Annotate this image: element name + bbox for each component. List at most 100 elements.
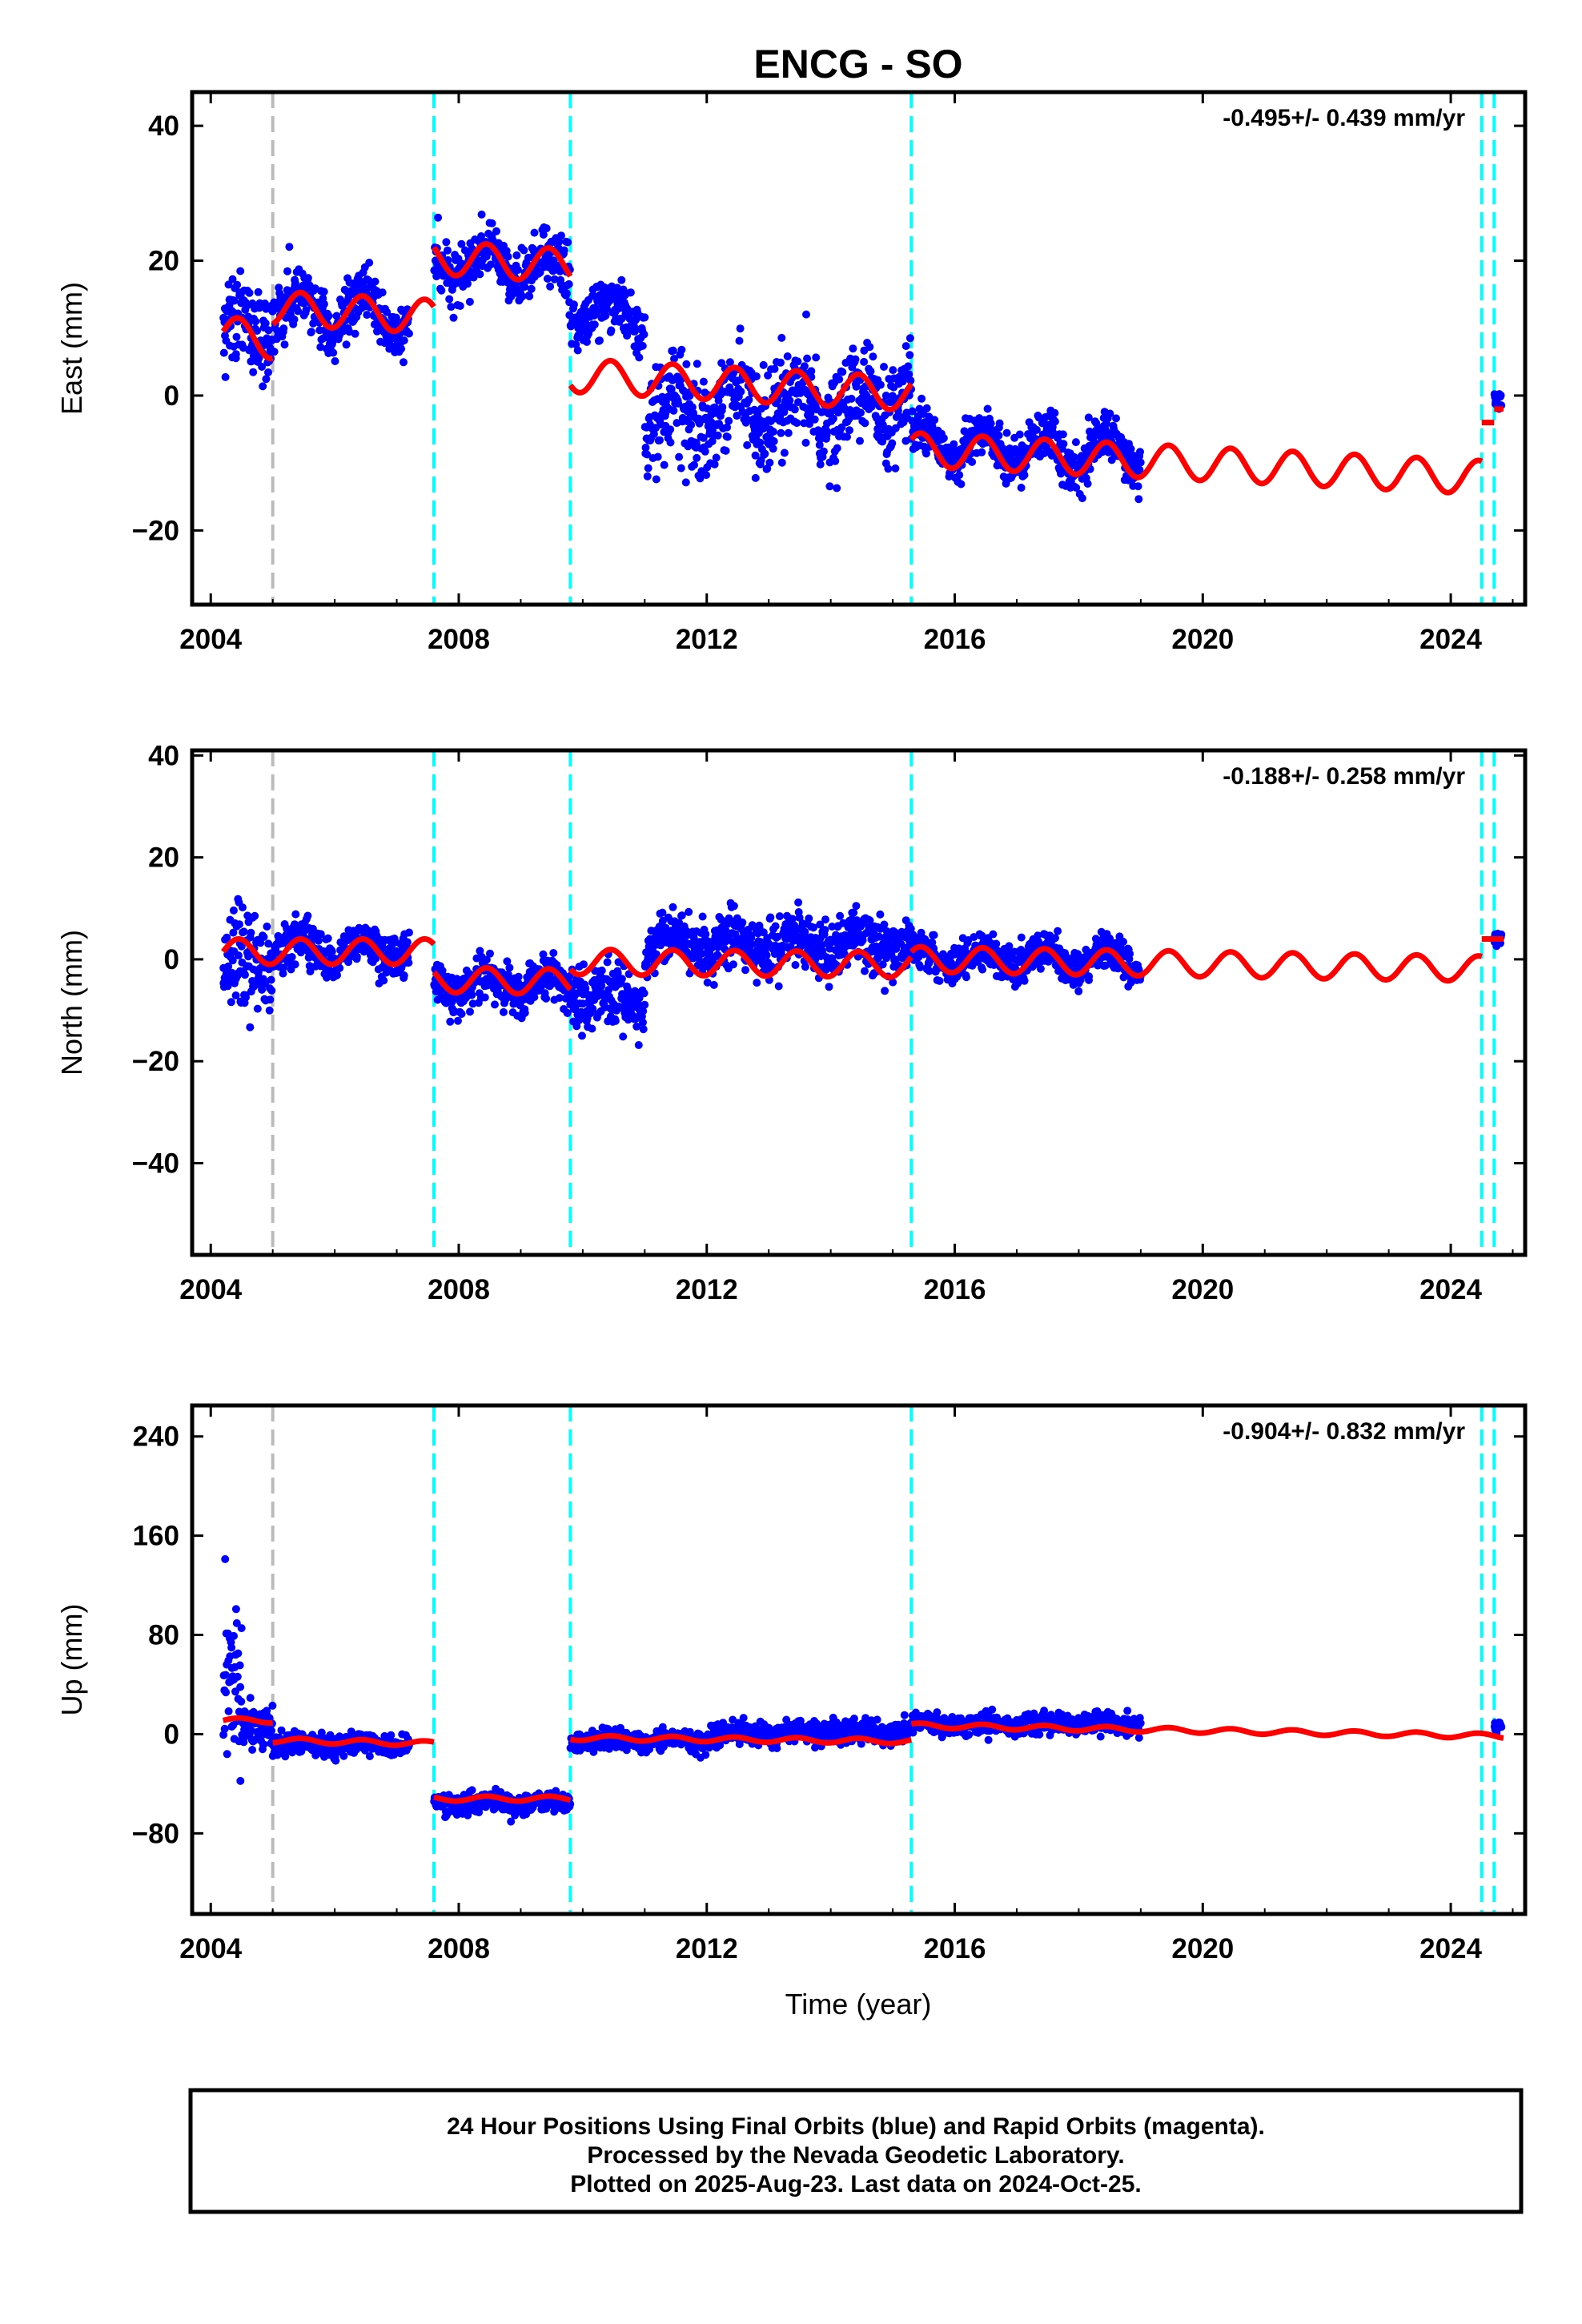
data-point <box>670 355 678 363</box>
data-point <box>1112 414 1120 423</box>
data-point <box>635 994 644 1003</box>
data-point <box>769 437 778 445</box>
data-point <box>488 219 496 227</box>
model-curve <box>220 315 275 362</box>
data-point <box>503 957 512 966</box>
data-point <box>777 333 786 342</box>
data-point <box>323 934 332 943</box>
data-point <box>1101 961 1110 970</box>
data-point <box>468 1786 476 1795</box>
x-tick-label: 2024 <box>1419 624 1482 655</box>
data-point <box>234 1649 243 1658</box>
data-point <box>1032 425 1041 434</box>
data-point <box>675 452 684 461</box>
rate-label: -0.188+/- 0.258 mm/yr <box>1223 763 1465 790</box>
data-point <box>807 367 816 376</box>
data-point <box>829 414 837 423</box>
data-point <box>983 404 992 413</box>
data-point <box>469 273 478 282</box>
data-point <box>290 315 299 324</box>
data-point <box>849 344 857 353</box>
data-point <box>769 428 777 436</box>
data-point <box>712 453 721 462</box>
data-point <box>884 464 893 473</box>
data-point <box>219 348 228 357</box>
data-point <box>237 1624 246 1633</box>
data-point <box>543 275 552 283</box>
data-point <box>652 950 661 959</box>
data-point <box>580 960 588 969</box>
data-point <box>285 243 294 251</box>
data-point <box>563 1009 572 1017</box>
model-curve <box>432 965 572 997</box>
data-point <box>447 303 456 312</box>
data-point <box>992 939 1001 948</box>
model-curve <box>220 936 436 967</box>
data-point <box>363 311 371 320</box>
data-point <box>306 967 315 975</box>
data-point <box>815 440 824 449</box>
data-point <box>955 471 964 480</box>
data-point <box>220 1724 229 1733</box>
data-point <box>960 427 969 436</box>
data-point <box>838 368 847 376</box>
data-point <box>666 425 675 434</box>
data-point <box>476 270 484 279</box>
data-point <box>861 967 869 975</box>
data-point <box>889 978 897 987</box>
data-point <box>1136 458 1145 467</box>
data-point <box>405 928 413 937</box>
y-tick-label: −20 <box>132 515 179 546</box>
data-point <box>775 912 784 921</box>
data-point <box>643 472 652 480</box>
data-point <box>880 363 888 371</box>
data-point <box>1126 444 1135 453</box>
data-point <box>869 352 877 361</box>
data-point <box>825 983 833 991</box>
x-tick-label: 2020 <box>1171 1274 1234 1305</box>
data-point <box>710 460 719 468</box>
data-point <box>802 310 810 319</box>
data-point <box>906 376 915 385</box>
x-tick-label: 2016 <box>924 1274 986 1305</box>
data-point <box>253 1004 262 1013</box>
data-point <box>901 342 910 351</box>
y-tick-label: −40 <box>132 1148 179 1179</box>
data-point <box>245 288 254 297</box>
data-point <box>317 1728 326 1737</box>
data-point <box>237 942 246 951</box>
data-point <box>819 447 828 456</box>
data-point <box>249 368 258 376</box>
model-curve <box>271 289 436 335</box>
model-curve <box>568 947 913 980</box>
data-point <box>677 911 686 920</box>
data-point <box>1002 428 1011 437</box>
data-point <box>888 439 897 448</box>
data-point <box>874 954 882 963</box>
data-point <box>597 966 606 975</box>
data-point <box>329 348 338 357</box>
data-point <box>660 460 669 469</box>
data-point <box>847 394 856 403</box>
data-point <box>588 1004 597 1013</box>
data-point <box>268 1701 277 1710</box>
data-point <box>708 943 716 952</box>
data-point <box>530 993 539 1002</box>
data-point <box>765 458 774 467</box>
data-point <box>351 329 359 338</box>
data-point <box>631 324 640 333</box>
data-point <box>277 1726 286 1735</box>
data-point <box>640 989 648 998</box>
data-point <box>324 312 333 320</box>
data-point <box>379 976 388 985</box>
data-point <box>270 348 279 356</box>
data-point <box>709 980 718 989</box>
data-point <box>328 339 337 348</box>
data-point <box>889 366 897 375</box>
data-point <box>881 392 890 400</box>
data-point <box>693 360 701 368</box>
data-point <box>780 448 789 457</box>
data-point <box>236 1776 245 1785</box>
data-point <box>542 994 551 1003</box>
